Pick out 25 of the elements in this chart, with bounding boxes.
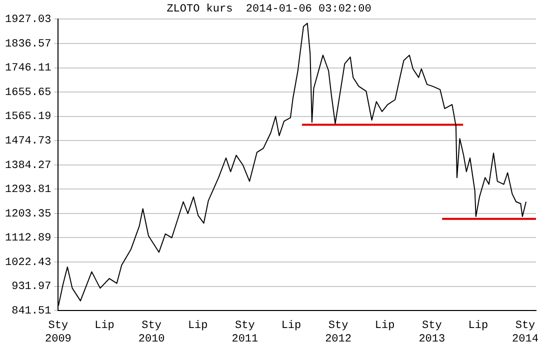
x-tick-label: Sty 2012 (325, 320, 352, 346)
x-tick-label: Sty 2009 (45, 320, 72, 346)
y-tick-label: 1203.35 (4, 208, 52, 220)
y-tick-label: 1655.65 (4, 86, 52, 99)
y-tick-label: 1927.03 (4, 14, 52, 26)
y-tick-label: 1112.89 (4, 232, 52, 245)
x-tick-label: Sty 2011 (232, 320, 259, 346)
x-tick-label: Lip (468, 320, 488, 332)
y-tick-label: 1836.57 (4, 38, 52, 50)
y-tick-label: 1565.19 (4, 111, 52, 124)
x-tick-label: Lip (281, 320, 302, 332)
y-tick-label: 1293.81 (4, 184, 52, 196)
x-tick-label: Lip (94, 320, 114, 332)
x-tick-label: Sty 2014 (512, 320, 539, 346)
y-tick-label: 1746.11 (4, 62, 52, 75)
y-tick-label: 931.97 (12, 281, 52, 294)
x-tick-label: Lip (188, 320, 208, 332)
y-tick-label: 1384.27 (4, 160, 52, 172)
chart-title: ZLOTO kurs 2014-01-06 03:02:00 (166, 4, 372, 16)
x-tick-label: Sty 2010 (138, 320, 165, 346)
x-tick-label: Lip (374, 320, 395, 332)
y-tick-label: 841.51 (12, 306, 52, 318)
y-tick-label: 1474.73 (4, 136, 52, 148)
y-tick-label: 1022.43 (4, 256, 52, 269)
x-tick-label: Sty 2013 (418, 320, 446, 346)
